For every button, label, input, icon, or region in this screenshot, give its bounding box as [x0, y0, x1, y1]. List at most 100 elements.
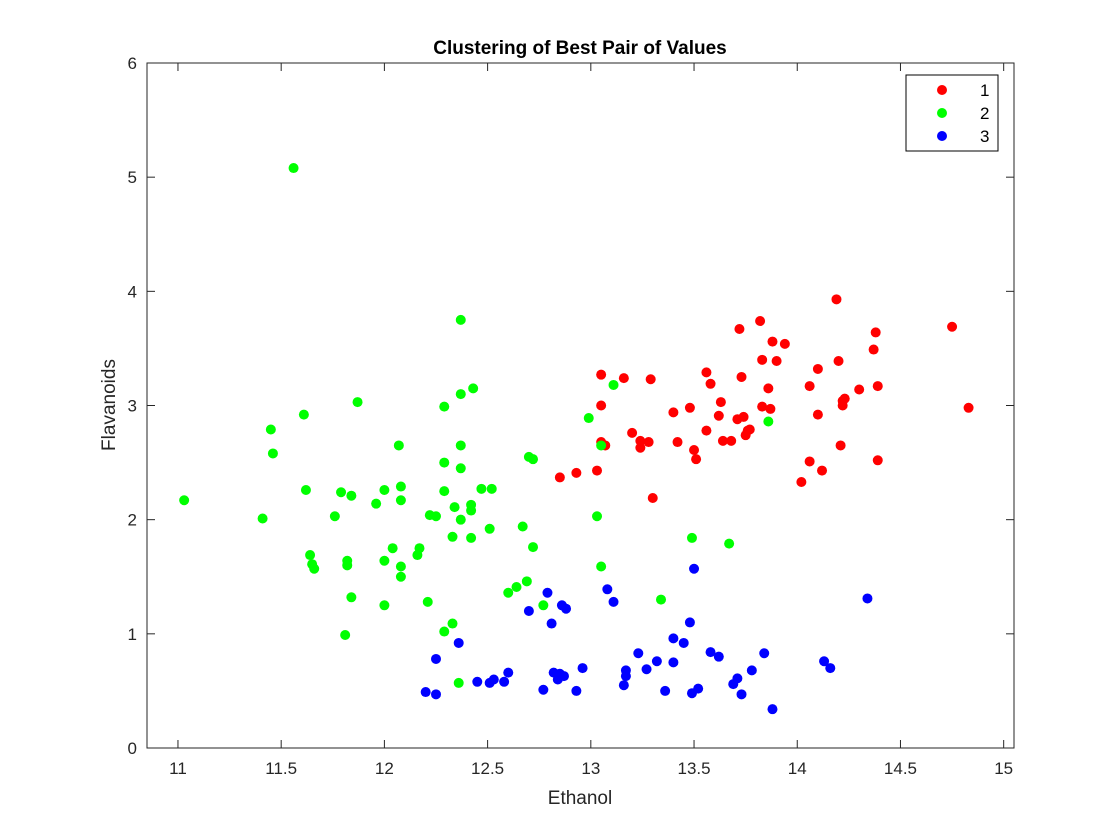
legend: 1 2 3 [905, 74, 999, 152]
data-point [767, 704, 778, 715]
data-point [689, 563, 700, 574]
data-point [455, 463, 466, 474]
data-point [488, 674, 499, 685]
data-point [466, 532, 477, 543]
data-point [726, 435, 737, 446]
data-point [455, 389, 466, 400]
data-point [499, 676, 510, 687]
data-point [868, 344, 879, 355]
data-point [179, 495, 190, 506]
data-point [309, 563, 320, 574]
data-point [431, 511, 441, 522]
data-point [561, 603, 572, 614]
legend-marker-1 [937, 85, 947, 95]
y-tick-label: 0 [128, 739, 137, 758]
data-point [546, 618, 557, 629]
data-point [455, 440, 466, 451]
data-point [300, 484, 311, 495]
data-point [744, 424, 755, 435]
data-point [693, 683, 704, 694]
data-point [596, 440, 607, 451]
data-point [447, 531, 458, 542]
x-tick-label: 14.5 [884, 759, 917, 778]
data-point [633, 648, 644, 659]
data-point [627, 427, 638, 438]
y-tick-label: 5 [128, 168, 137, 187]
data-point [288, 163, 299, 174]
data-point [796, 476, 807, 487]
y-tick-label: 2 [128, 511, 137, 530]
data-point [804, 381, 815, 392]
data-point [736, 371, 747, 382]
x-tick-label: 15 [994, 759, 1013, 778]
data-point [453, 677, 464, 688]
data-point [835, 440, 846, 451]
data-point [371, 498, 382, 509]
legend-marker-2 [937, 108, 947, 118]
data-point [668, 657, 679, 668]
data-point [298, 409, 309, 420]
data-point [713, 651, 724, 662]
data-point [431, 689, 441, 700]
data-point [602, 584, 613, 595]
data-point [705, 647, 716, 658]
data-point [647, 492, 658, 503]
x-tick-label: 14 [788, 759, 807, 778]
data-point [466, 499, 477, 510]
x-tick-label: 11.5 [265, 759, 297, 778]
data-point [771, 355, 782, 366]
data-point [340, 629, 351, 640]
data-point [521, 576, 532, 587]
data-point [528, 542, 539, 553]
data-point [618, 680, 629, 691]
chart-title: Clustering of Best Pair of Values [433, 38, 727, 59]
data-point [447, 618, 458, 629]
data-point [757, 354, 768, 365]
data-point [346, 592, 357, 603]
data-point [686, 532, 697, 543]
data-point [596, 369, 607, 380]
data-point [833, 355, 844, 366]
data-point [395, 561, 406, 572]
data-point [757, 401, 768, 412]
data-point [257, 513, 268, 524]
data-point [439, 486, 450, 497]
data-point [668, 407, 679, 418]
data-point [755, 316, 766, 327]
data-point [618, 373, 629, 384]
data-point [645, 374, 656, 385]
data-point [528, 454, 539, 465]
data-point [523, 606, 534, 616]
data-point [656, 594, 667, 605]
data-point [538, 684, 549, 695]
data-point [414, 543, 425, 554]
data-point [577, 663, 588, 674]
data-point [336, 487, 347, 498]
data-point [571, 685, 582, 696]
x-tick-label: 13.5 [677, 759, 710, 778]
data-point [635, 442, 646, 453]
data-point [393, 440, 404, 451]
data-point [472, 676, 483, 687]
data-point [554, 472, 565, 483]
data-point [379, 484, 390, 495]
data-point [620, 665, 631, 676]
data-point [455, 514, 466, 525]
data-point [439, 401, 450, 412]
data-point [724, 538, 735, 549]
y-tick-label: 3 [128, 397, 137, 416]
data-point [817, 465, 828, 476]
data-point [503, 587, 514, 598]
data-point [736, 689, 747, 700]
data-point [672, 437, 683, 448]
data-point [678, 637, 689, 648]
data-point [705, 378, 716, 389]
data-point [453, 637, 464, 648]
data-point [831, 294, 842, 305]
data-point [395, 481, 406, 492]
legend-label-3: 3 [980, 127, 989, 146]
data-point [596, 561, 607, 572]
data-point [819, 656, 830, 667]
data-point [503, 667, 514, 678]
